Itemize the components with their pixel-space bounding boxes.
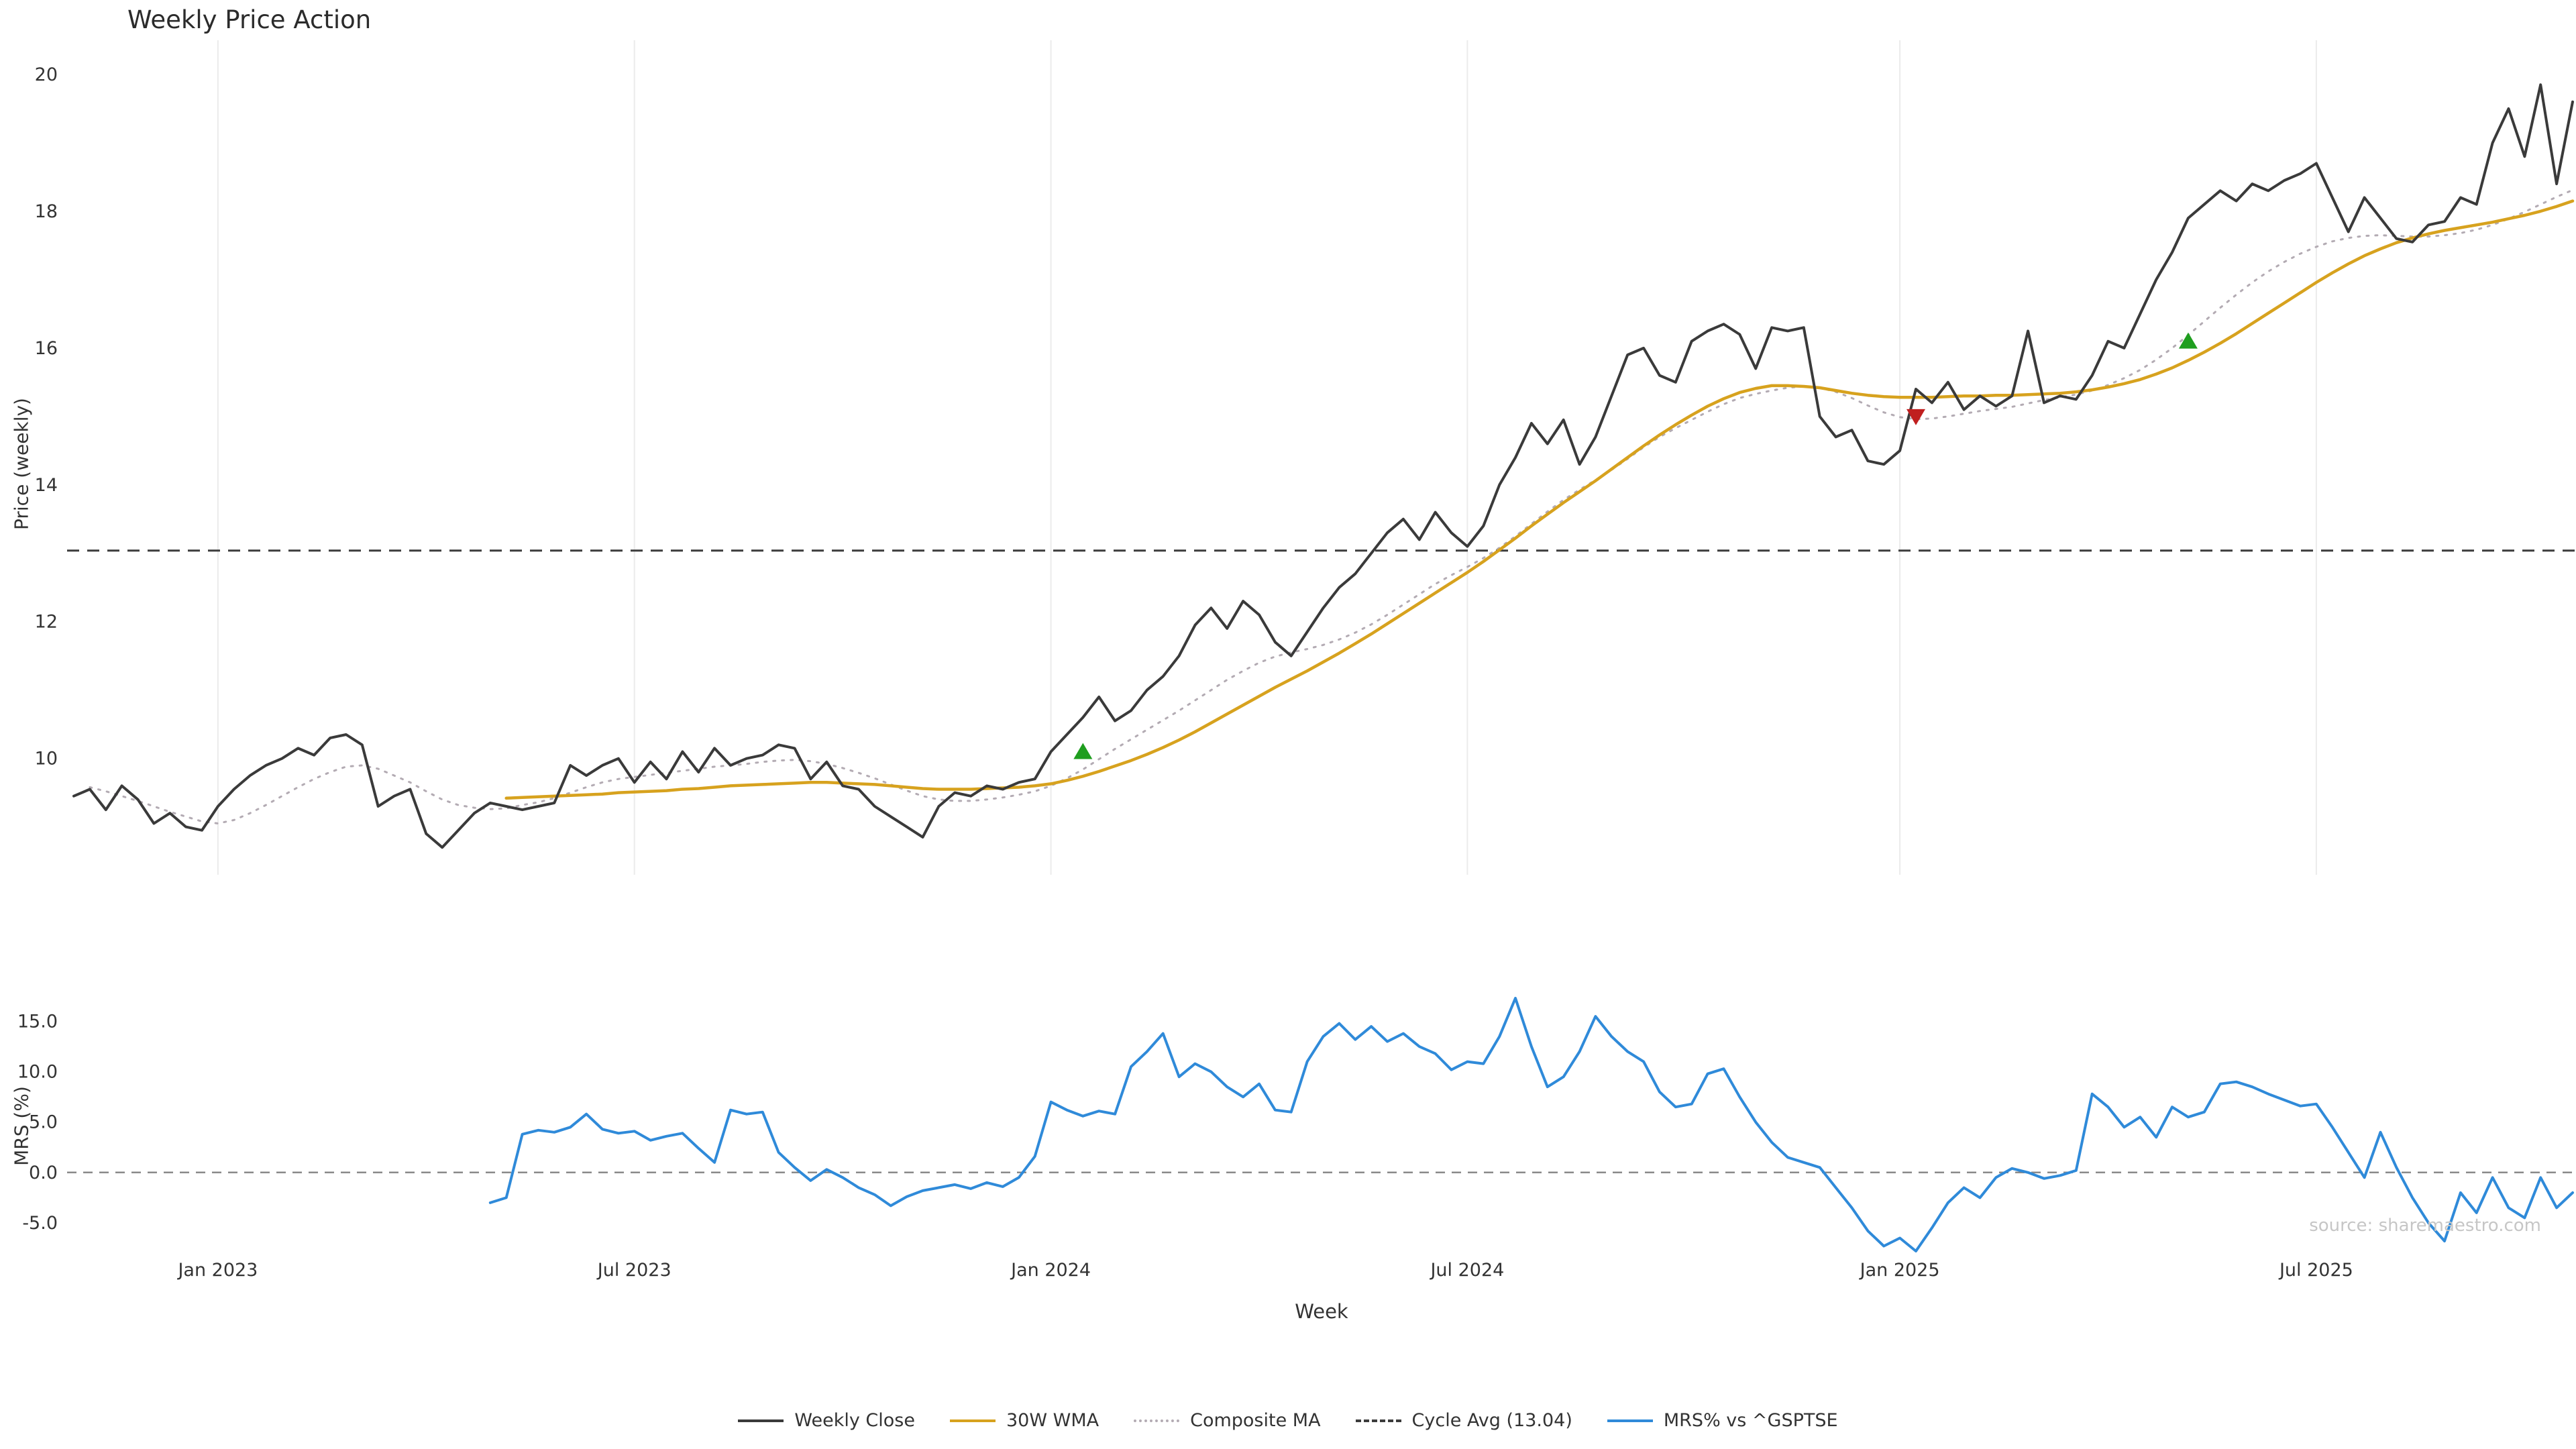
price-panel: 10 12 14 16 18 20 [35,40,2576,875]
buy-signal-marker [2178,332,2198,349]
x-tick-label: Jul 2023 [596,1260,672,1281]
legend-line-sample-wma [949,1419,996,1422]
x-tick-label: Jan 2024 [1010,1260,1091,1281]
x-tick-label: Jul 2024 [1429,1260,1504,1281]
close-line [72,83,2574,849]
legend-label: Composite MA [1190,1410,1321,1431]
legend-item-mrs: MRS% vs ^GSPTSE [1607,1410,1838,1431]
legend-label: Cycle Avg (13.04) [1411,1410,1572,1431]
price-y-tick-label: 20 [35,64,58,85]
mrs-panel: 15.0 10.0 5.0 0.0 -5.0 Jan 2023 Jul 2023 Jan 20… [17,997,2576,1281]
legend-label: 30W WMA [1006,1410,1099,1431]
source-note: source: sharemaestro.com [2309,1216,2541,1236]
composite-line [89,189,2574,824]
mrs-y-tick-label: -5.0 [22,1213,58,1234]
legend-item-composite: Composite MA [1134,1410,1321,1431]
mrs-line [488,997,2574,1252]
legend-label: MRS% vs ^GSPTSE [1663,1410,1838,1431]
x-tick-label: Jan 2023 [176,1260,258,1281]
price-y-tick-label: 18 [35,201,58,222]
legend-label: Weekly Close [794,1410,915,1431]
price-y-tick-label: 12 [35,612,58,633]
x-axis-label: Week [1295,1300,1348,1323]
price-y-tick-label: 10 [35,749,58,769]
price-y-tick-label: 14 [35,475,58,496]
legend-line-sample-cycle [1355,1419,1401,1422]
mrs-y-tick-label: 5.0 [29,1112,58,1133]
legend-item-close: Weekly Close [738,1410,915,1431]
legend-item-cycle: Cycle Avg (13.04) [1355,1410,1572,1431]
legend-line-sample-close [738,1419,784,1422]
price-y-tick-label: 16 [35,338,58,359]
sell-signal-marker [1906,409,1925,425]
mrs-y-tick-label: 0.0 [29,1163,58,1183]
buy-signal-marker [1073,743,1093,759]
chart-title: Weekly Price Action [127,5,372,34]
wma-line [504,199,2575,800]
legend-item-wma: 30W WMA [949,1410,1099,1431]
x-tick-label: Jan 2025 [1859,1260,1940,1281]
mrs-y-tick-label: 10.0 [17,1062,58,1083]
legend-line-sample-mrs [1607,1419,1653,1422]
x-tick-label: Jul 2025 [2278,1260,2353,1281]
legend: Weekly Close 30W WMA Composite MA Cycle Avg… [0,1410,2576,1431]
legend-line-sample-composite [1134,1419,1180,1422]
mrs-y-tick-label: 15.0 [17,1012,58,1032]
